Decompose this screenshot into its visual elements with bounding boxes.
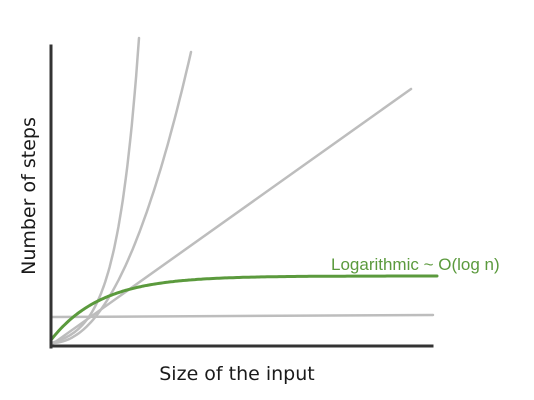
quadratic-curve	[49, 50, 193, 345]
logarithmic-curve	[49, 274, 439, 342]
constant-curve	[49, 313, 435, 319]
axes	[49, 44, 434, 349]
linear-curve	[49, 87, 413, 347]
series-layer	[49, 36, 439, 347]
x-axis-label: Size of the input	[159, 363, 315, 385]
logarithmic-label: Logarithmic ~ O(log n)	[331, 255, 500, 274]
exponential-curve	[49, 36, 141, 345]
y-axis-label: Number of steps	[18, 117, 40, 275]
